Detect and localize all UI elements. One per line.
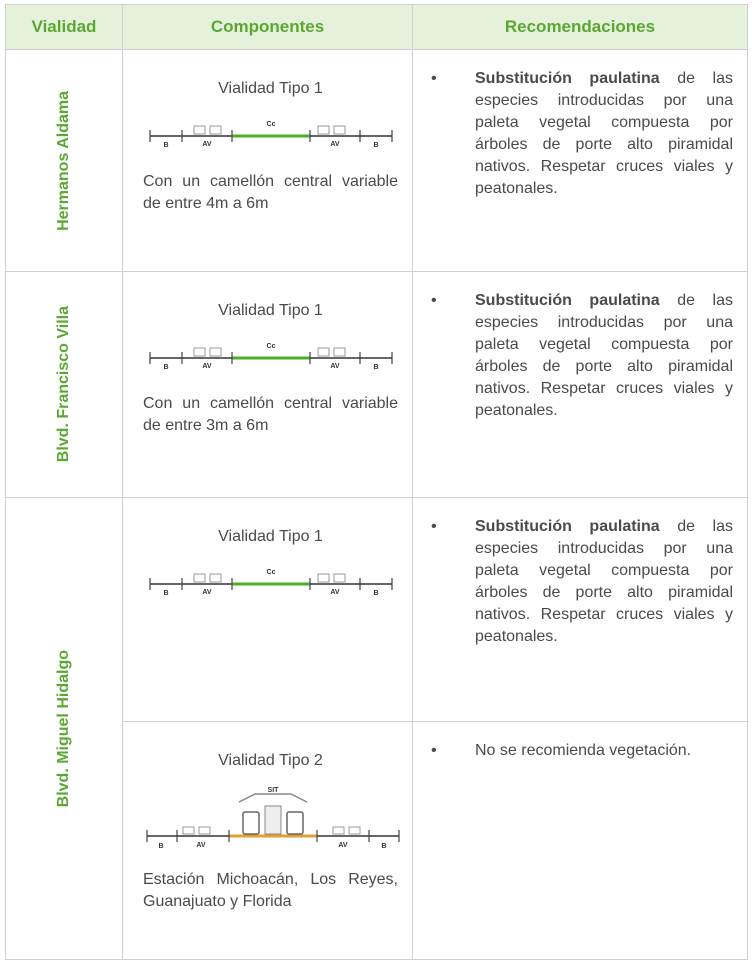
recomendaciones-cell: • No se recomienda vegetación. bbox=[412, 721, 748, 960]
diagram-label: AV bbox=[330, 589, 340, 596]
recomendacion: Substitución paulatina de las especies i… bbox=[475, 68, 733, 200]
car-icon bbox=[348, 826, 361, 835]
table-row: Blvd. Francisco Villa Vialidad Tipo 1 B A… bbox=[5, 271, 748, 498]
column-header: Componentes bbox=[122, 4, 413, 50]
vialidad-cell: Hermanos Aldama bbox=[5, 49, 123, 272]
road-diagram: SIT B AV AV B bbox=[146, 787, 400, 850]
diagram-label: Cc bbox=[266, 343, 275, 350]
car-icon bbox=[333, 573, 345, 583]
descripcion: Con un camellón central variable de entr… bbox=[143, 395, 398, 434]
car-icon bbox=[182, 826, 195, 835]
diagram-label: B bbox=[373, 364, 378, 371]
table: Vialidad Componentes Recomendaciones Herman… bbox=[5, 4, 748, 960]
componentes-cell: Vialidad Tipo 1 B AV Cc AV B Con un camel… bbox=[122, 271, 413, 498]
bullet-item: • Substitución paulatina de las especies … bbox=[413, 516, 747, 648]
diagram-label: B bbox=[158, 843, 163, 850]
car-icon bbox=[317, 573, 329, 583]
bullet: • bbox=[431, 292, 437, 309]
car-icon bbox=[332, 826, 345, 835]
vialidad-cell: Blvd. Miguel Hidalgo bbox=[5, 497, 123, 960]
car-icon bbox=[333, 125, 345, 135]
table-row: Blvd. Miguel Hidalgo Vialidad Tipo 1 B AV… bbox=[5, 497, 748, 960]
componentes-cell: Vialidad Tipo 1 B AV Cc AV B Con un camel… bbox=[122, 49, 413, 272]
diagram-label: B bbox=[373, 142, 378, 149]
bullet: • bbox=[431, 742, 437, 759]
descripcion: Con un camellón central variable de entr… bbox=[143, 173, 398, 212]
car-icon bbox=[198, 826, 211, 835]
car-icon bbox=[317, 347, 329, 357]
table-row: Vialidad Tipo 2 SIT B AV AV B Estación Mi… bbox=[6, 721, 748, 960]
diagram-label: AV bbox=[330, 141, 340, 148]
diagram-label: AV bbox=[202, 141, 212, 148]
car-icon bbox=[193, 573, 205, 583]
vialidad-cell: Blvd. Francisco Villa bbox=[5, 271, 123, 498]
recomendacion: Substitución paulatina de las especies i… bbox=[475, 290, 733, 422]
diagram-label: AV bbox=[338, 842, 348, 849]
recomendacion-bold: Substitución paulatina bbox=[475, 70, 660, 87]
diagram-label: SIT bbox=[268, 787, 280, 794]
recomendaciones-cell: • Substitución paulatina de las especies … bbox=[412, 49, 748, 272]
componentes-cell: Vialidad Tipo 1 B AV Cc AV B bbox=[122, 497, 413, 722]
recomendacion-text: de las especies introducidas por una pal… bbox=[475, 518, 733, 645]
car-icon bbox=[333, 347, 345, 357]
recomendacion-text: de las especies introducidas por una pal… bbox=[475, 70, 733, 197]
road-diagram: B AV Cc AV B bbox=[148, 121, 393, 149]
car-icon bbox=[193, 125, 205, 135]
column-header: Vialidad bbox=[5, 4, 123, 50]
car-icon bbox=[209, 347, 221, 357]
car-icon bbox=[317, 125, 329, 135]
bus-icon bbox=[286, 811, 304, 835]
car-icon bbox=[193, 347, 205, 357]
diagram-label: B bbox=[373, 590, 378, 597]
road-diagram: B AV Cc AV B bbox=[148, 569, 393, 597]
diagram-box: B AV Cc AV B bbox=[143, 336, 398, 383]
diagram-box: SIT B AV AV B bbox=[143, 786, 400, 859]
descripcion: Estación Michoacán, Los Reyes, Guanajuat… bbox=[143, 871, 398, 910]
diagram-label: Cc bbox=[266, 121, 275, 128]
componentes-cell: Vialidad Tipo 2 SIT B AV AV B Estación Mi… bbox=[122, 721, 413, 960]
car-icon bbox=[209, 125, 221, 135]
recomendaciones-cell: • Substitución paulatina de las especies … bbox=[412, 271, 748, 498]
diagram-label: B bbox=[163, 590, 168, 597]
tipo: Vialidad Tipo 1 bbox=[218, 528, 323, 545]
station-icon bbox=[264, 805, 282, 835]
diagram-box: B AV Cc AV B bbox=[143, 562, 398, 609]
car-icon bbox=[209, 573, 221, 583]
diagram-label: AV bbox=[196, 842, 206, 849]
diagram-label: B bbox=[381, 843, 386, 850]
column-header: Recomendaciones bbox=[412, 4, 748, 50]
diagram-label: AV bbox=[330, 363, 340, 370]
bullet: • bbox=[431, 518, 437, 535]
bus-icon bbox=[242, 811, 260, 835]
header-row: Vialidad Componentes Recomendaciones bbox=[5, 4, 748, 50]
bullet: • bbox=[431, 70, 437, 87]
tipo: Vialidad Tipo 2 bbox=[218, 752, 323, 769]
recomendacion-text: de las especies introducidas por una pal… bbox=[475, 292, 733, 419]
road-diagram: B AV Cc AV B bbox=[148, 343, 393, 371]
vialidad-name: Blvd. Francisco Villa bbox=[55, 306, 72, 463]
bullet-item: • No se recomienda vegetación. bbox=[413, 740, 747, 762]
station-roof bbox=[238, 793, 308, 803]
recomendacion-bold: Substitución paulatina bbox=[475, 292, 660, 309]
vialidad-name: Blvd. Miguel Hidalgo bbox=[55, 649, 72, 808]
bullet-item: • Substitución paulatina de las especies … bbox=[413, 290, 747, 422]
recomendacion: No se recomienda vegetación. bbox=[475, 740, 733, 762]
recomendacion-text: No se recomienda vegetación. bbox=[475, 742, 692, 759]
bullet-item: • Substitución paulatina de las especies … bbox=[413, 68, 747, 200]
diagram-label: B bbox=[163, 364, 168, 371]
diagram-label: Cc bbox=[266, 569, 275, 576]
diagram-box: B AV Cc AV B bbox=[143, 114, 398, 161]
tipo: Vialidad Tipo 1 bbox=[218, 302, 323, 319]
diagram-label: AV bbox=[202, 363, 212, 370]
tipo: Vialidad Tipo 1 bbox=[218, 80, 323, 97]
recomendacion: Substitución paulatina de las especies i… bbox=[475, 516, 733, 648]
diagram-label: AV bbox=[202, 589, 212, 596]
vialidad-name: Hermanos Aldama bbox=[55, 90, 72, 231]
recomendacion-bold: Substitución paulatina bbox=[475, 518, 660, 535]
recomendaciones-cell: • Substitución paulatina de las especies … bbox=[412, 497, 748, 722]
diagram-label: B bbox=[163, 142, 168, 149]
table-row: Hermanos Aldama Vialidad Tipo 1 B AV Cc A… bbox=[5, 49, 748, 272]
